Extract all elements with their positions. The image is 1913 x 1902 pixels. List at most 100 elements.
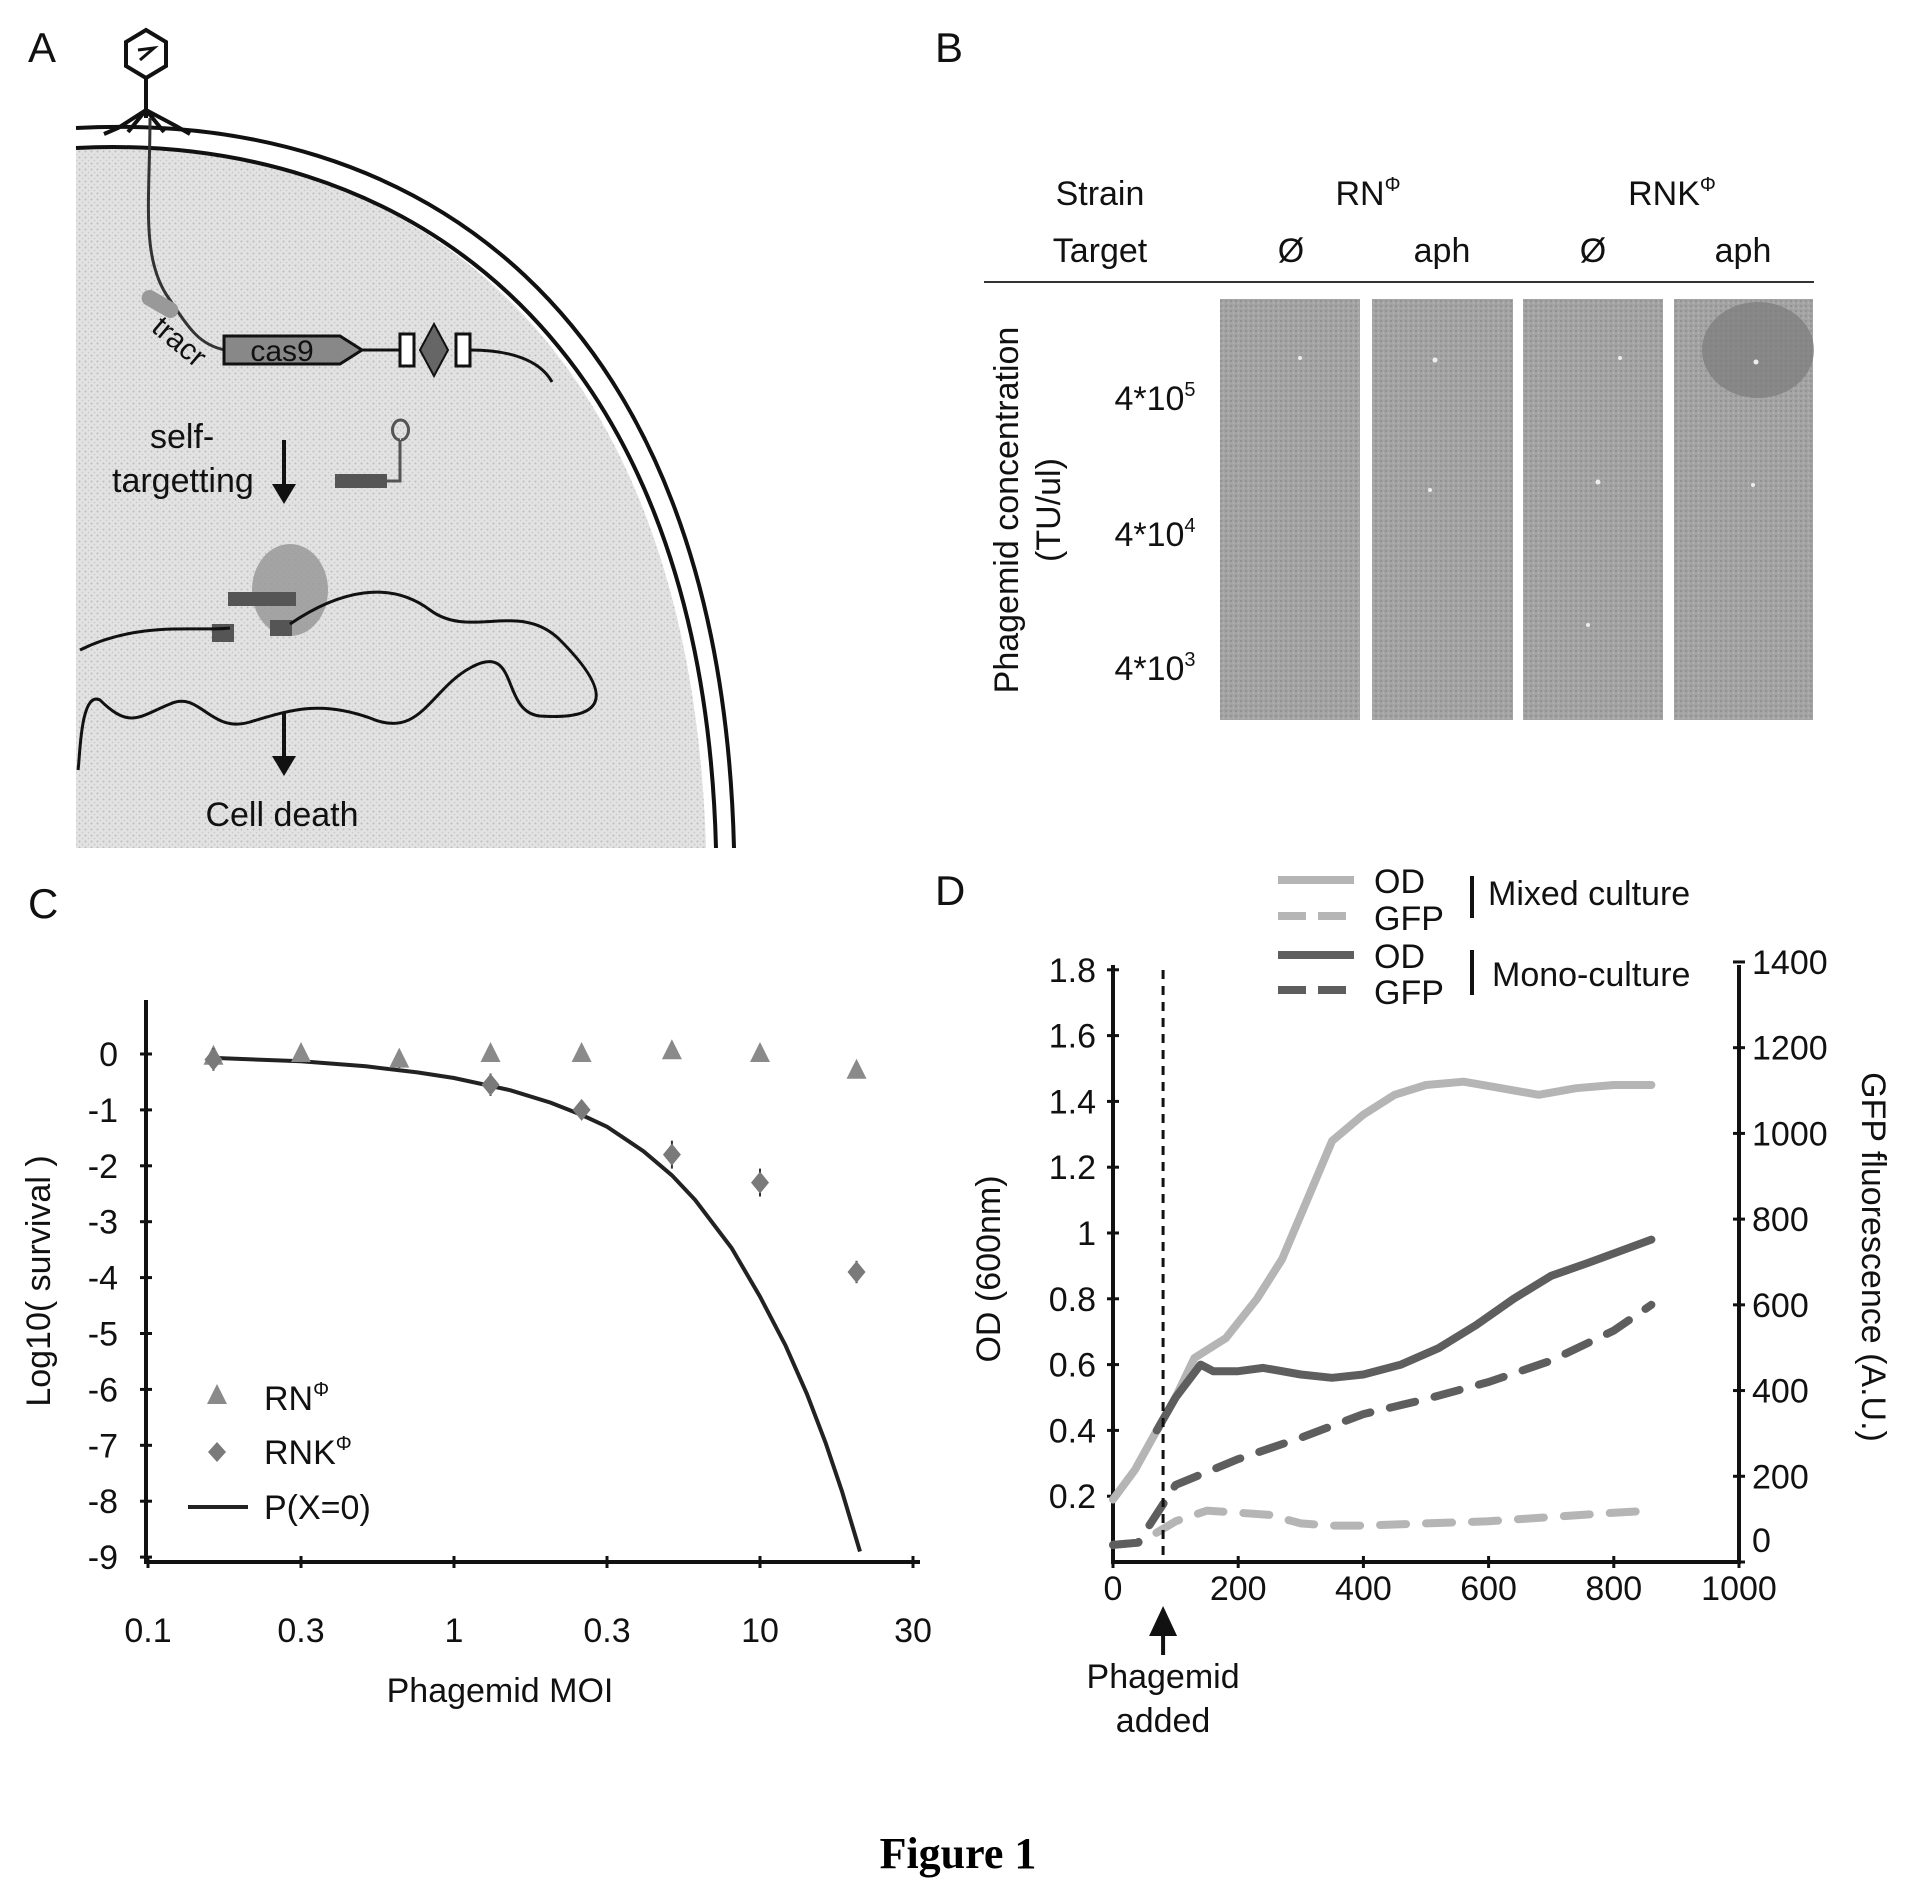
y2-tick-label: 0 [1752,1522,1771,1560]
rn-point [750,1042,770,1062]
y-tick-label: 0.2 [1049,1478,1096,1516]
y-tick-label: -1 [88,1092,118,1130]
cell-cytoplasm [76,147,706,848]
legend-mono-gfp: GFP [1374,974,1444,1012]
panel-d: D OD (600nm) GFP fluorescence (A.U.) 0 20… [935,863,1892,1740]
phage-icon [103,27,191,136]
legend-rnk: RNKΦ [264,1433,352,1472]
annotation-line2: added [1116,1702,1211,1740]
series-mono-gfp-line [1109,1300,1656,1549]
panel-c-label: C [28,880,58,927]
cell-death-label: Cell death [205,796,358,834]
y-tick-label: 0.4 [1049,1412,1096,1450]
legend-mono-culture: Mono-culture [1492,956,1690,994]
y-tick-label: -8 [88,1483,118,1521]
y2-tick-label: 400 [1752,1373,1809,1411]
annotation-line1: Phagemid [1087,1658,1240,1696]
y2-tick-label: 1400 [1752,944,1828,982]
y2-tick-label: 1000 [1752,1115,1828,1153]
y-tick-label: -4 [88,1260,118,1298]
legend-diamond-icon [208,1442,226,1462]
target-header: Target [1053,232,1148,270]
series-mixed-gfp-line [1109,1506,1656,1549]
rn-point [480,1042,501,1062]
cas9-gene [222,334,365,366]
y-tick-label: 1.4 [1049,1083,1096,1121]
panel-c: C Log10( survival ) Phagemid MOI 0.1 0.3 1… [20,880,932,1710]
self-label: self- [150,418,214,456]
arrow-down-icon [272,712,296,776]
rn-point [291,1042,311,1062]
tracr-element [141,290,179,318]
y2-tick-label: 800 [1752,1201,1809,1239]
y2-tick-label: 1200 [1752,1030,1828,1068]
repeat-box-left [398,332,416,368]
x-tick-label: 0.3 [277,1612,324,1650]
y-tick-label: -7 [88,1427,118,1465]
panel-a: A tracr cas9 self- targetting Cell death [28,24,736,849]
repeat-box-right [454,332,472,368]
cell-inner-membrane [75,145,718,849]
x-tick-label: 0 [1104,1570,1123,1608]
plate-spots [1298,356,1759,627]
row-label: 4*104 [1114,515,1195,554]
phagemid-added-annotation: Phagemid added [1087,970,1240,1740]
chart-d-ylabel: OD (600nm) [970,1175,1008,1362]
target-label: aph [1414,232,1471,270]
row-label: 4*105 [1114,379,1195,418]
panel-a-label: A [28,24,56,71]
y-tick-label: 1.6 [1049,1018,1096,1056]
legend-mixed-culture: Mixed culture [1488,875,1690,913]
guide-rna-icon [335,418,410,488]
strain-header: Strain [1056,175,1145,213]
rn-point [571,1042,592,1062]
y-tick-label: 1.2 [1049,1149,1096,1187]
plate-image-rnk-empty [1523,299,1663,720]
arrow-head [1149,1606,1178,1636]
strain-rnk: RNKΦ [1628,174,1716,213]
panel-b-label: B [935,24,963,71]
chart-c-legend: RNΦ RNKΦ P(X=0) [188,1379,371,1527]
phage-dna-strand [146,117,226,352]
x-tick-label: 400 [1335,1570,1392,1608]
x-tick-label: 30 [894,1612,932,1650]
chart-d-y2label: GFP fluorescence (A.U.) [1854,1072,1892,1442]
y-tick-label: -9 [88,1539,118,1577]
y-tick-label: 0 [99,1036,118,1074]
guide-rna-bound [228,592,296,606]
legend-pxo: P(X=0) [264,1489,371,1527]
chart-c-xlabel: Phagemid MOI [387,1672,614,1710]
legend-mixed-od: OD [1374,863,1425,901]
x-tick-label: 1000 [1701,1570,1777,1608]
chart-d-legend: OD GFP Mixed culture OD GFP Mono-culture [1278,863,1690,1012]
targetting-label: targetting [112,462,254,500]
legend-mixed-gfp: GFP [1374,900,1444,938]
rnk-point [204,1048,223,1071]
series-mono-od-line [1152,1235,1656,1435]
x-tick-label: 600 [1460,1570,1517,1608]
target-label: Ø [1278,232,1304,270]
y2-tick-label: 200 [1752,1458,1809,1496]
legend-triangle-icon [207,1384,227,1404]
cas9-label: cas9 [250,335,313,368]
rnk-point [662,1143,681,1166]
cell-outer-membrane [75,124,736,849]
rnk-point [572,1098,591,1121]
row-label: 4*103 [1114,649,1195,688]
series-mixed-od-line [1109,1077,1656,1504]
rnk-point [847,1261,866,1284]
y-tick-label: -6 [88,1371,118,1409]
rn-point [661,1039,682,1060]
y-tick-label: -5 [88,1316,118,1354]
y-tick-label: -3 [88,1204,118,1242]
phagemid-concentration-unit: (TU/ul) [1030,458,1068,562]
x-tick-label: 200 [1210,1570,1267,1608]
y-tick-label: 0.8 [1049,1281,1096,1319]
y2-tick-label: 600 [1752,1287,1809,1325]
phagemid-concentration-label: Phagemid concentration [988,327,1026,694]
arrow-up-icon [1149,1606,1178,1655]
panel-d-label: D [935,867,965,914]
x-tick-label: 1 [445,1612,464,1650]
x-tick-label: 10 [741,1612,779,1650]
